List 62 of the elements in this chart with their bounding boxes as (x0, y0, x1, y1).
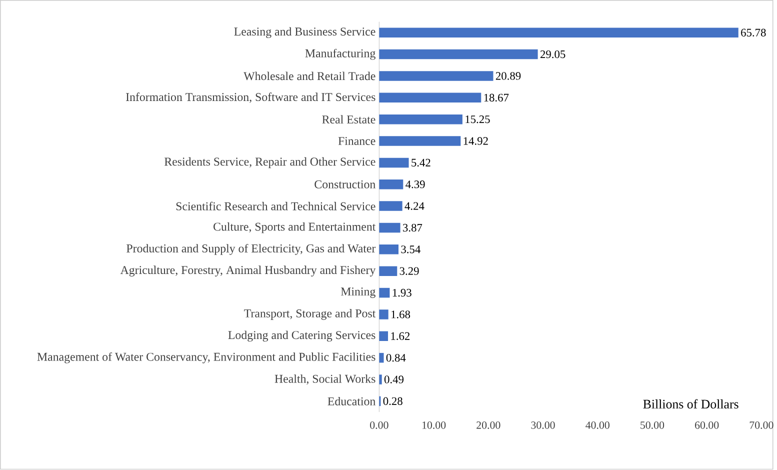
x-tick-label: 30.00 (531, 422, 555, 430)
bar (379, 201, 402, 212)
bar (379, 331, 388, 342)
data-label: 1.93 (392, 289, 412, 297)
y-tick-label: Culture, Sports and Entertainment (214, 222, 376, 234)
bar (379, 223, 400, 233)
data-label: 15.25 (466, 116, 490, 124)
data-label: 3.29 (400, 267, 419, 276)
bar (379, 50, 538, 60)
y-tick-label: Residents Service, Repair and Other Service (164, 157, 376, 168)
bar (379, 353, 384, 363)
x-tick-label: 20.00 (476, 422, 500, 430)
data-label: 5.42 (412, 159, 430, 167)
bar (379, 180, 404, 190)
data-label: 1.68 (392, 310, 410, 318)
x-tick-label: 70.00 (750, 422, 774, 430)
bar (379, 374, 382, 385)
x-tick-label: 60.00 (695, 422, 719, 430)
bar (379, 310, 388, 320)
data-label: 3.54 (401, 246, 420, 254)
y-tick-label: Production and Supply of Electricity, Gas and Water (126, 244, 376, 256)
bar (379, 92, 482, 103)
data-label: 20.89 (496, 72, 521, 80)
bar (379, 71, 494, 82)
bar (379, 114, 462, 124)
y-tick-label: Construction (314, 180, 376, 189)
y-tick-label: Real Estate (322, 115, 376, 124)
y-tick-label: Mining (340, 288, 376, 298)
y-tick-label: Management of Water Conservancy, Environment and Public Facilities (37, 352, 376, 364)
y-tick-label: Agriculture, Forestry, Animal Husbandry and Fishery (120, 266, 376, 277)
bar (379, 288, 390, 298)
data-label: 29.05 (540, 50, 566, 58)
x-tick-label: 40.00 (586, 422, 610, 430)
data-label: 18.67 (484, 94, 509, 102)
y-tick-label: Finance (338, 137, 376, 146)
y-tick-label: Manufacturing (305, 49, 376, 60)
y-tick-label: Lodging and Catering Services (228, 330, 376, 342)
x-tick-label: 0.00 (370, 422, 388, 430)
data-label: 1.62 (391, 332, 410, 340)
data-label: 3.87 (403, 224, 422, 232)
bar (379, 244, 398, 254)
x-tick-label: 10.00 (422, 422, 446, 430)
data-label: 0.84 (386, 354, 406, 362)
bar (379, 136, 461, 146)
data-label: 4.24 (404, 202, 424, 210)
y-tick-label: Information Transmission, Software and IT Services (126, 92, 376, 103)
y-tick-label: Scientific Research and Technical Service (176, 202, 376, 210)
data-label: 0.28 (383, 397, 402, 406)
y-tick-label: Leasing and Business Service (234, 27, 376, 38)
x-axis-title: Billions of Dollars (643, 399, 738, 409)
data-label: 0.49 (384, 376, 404, 384)
bar (379, 28, 738, 38)
y-tick-label: Health, Social Works (274, 374, 376, 385)
y-tick-label: Education (328, 397, 376, 406)
data-label: 4.39 (406, 180, 425, 188)
data-label: 14.92 (464, 137, 488, 146)
bar (379, 266, 398, 276)
x-tick-label: 50.00 (640, 422, 664, 430)
y-tick-label: Wholesale and Retail Trade (244, 72, 376, 80)
data-label: 65.78 (741, 28, 766, 37)
y-tick-label: Transport, Storage and Post (244, 309, 376, 320)
bar (379, 158, 409, 168)
